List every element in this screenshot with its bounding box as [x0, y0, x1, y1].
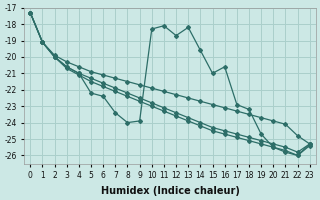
X-axis label: Humidex (Indice chaleur): Humidex (Indice chaleur)	[100, 186, 239, 196]
